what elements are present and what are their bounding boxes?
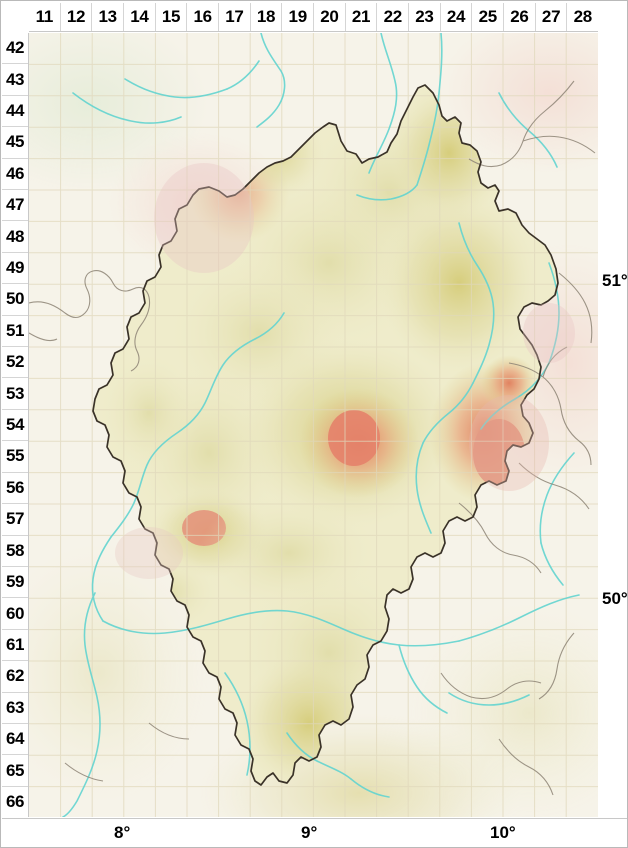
hesse-state-border <box>92 84 559 786</box>
row-header-61[interactable]: 61 <box>2 630 28 662</box>
row-header-strip: 42 43 44 45 46 47 48 49 50 51 52 53 54 55 56 57 58 59 60 61… <box>2 33 29 817</box>
row-header-47[interactable]: 47 <box>2 190 28 222</box>
row-header-50[interactable]: 50 <box>2 284 28 316</box>
row-header-42[interactable]: 42 <box>2 33 28 65</box>
row-header-58[interactable]: 58 <box>2 536 28 567</box>
row-header-51[interactable]: 51 <box>2 316 28 348</box>
row-header-53[interactable]: 53 <box>2 378 28 410</box>
longitude-strip: 8° 9° 10° <box>2 818 627 847</box>
row-header-63[interactable]: 63 <box>2 693 28 724</box>
column-header-18[interactable]: 18 <box>251 3 283 31</box>
column-header-strip: 11 12 13 14 15 16 17 18 19 20 21 22 23 24 25 26 27 28 <box>29 3 598 32</box>
row-header-43[interactable]: 43 <box>2 64 28 96</box>
column-header-14[interactable]: 14 <box>124 3 156 31</box>
district-borders <box>29 80 596 796</box>
column-header-11[interactable]: 11 <box>29 3 61 31</box>
longitude-label-8: 8° <box>114 823 131 842</box>
column-header-16[interactable]: 16 <box>187 3 220 31</box>
column-header-15[interactable]: 15 <box>156 3 188 31</box>
row-header-46[interactable]: 46 <box>2 159 28 191</box>
urban-tints <box>115 163 575 579</box>
longitude-label-9: 9° <box>301 823 318 842</box>
row-header-52[interactable]: 52 <box>2 347 28 379</box>
column-header-19[interactable]: 19 <box>282 3 315 31</box>
column-header-12[interactable]: 12 <box>61 3 93 31</box>
row-header-55[interactable]: 55 <box>2 441 28 473</box>
column-header-24[interactable]: 24 <box>441 3 473 31</box>
row-header-54[interactable]: 54 <box>2 410 28 442</box>
row-header-57[interactable]: 57 <box>2 504 28 536</box>
row-header-56[interactable]: 56 <box>2 473 28 505</box>
column-header-17[interactable]: 17 <box>219 3 251 31</box>
column-header-26[interactable]: 26 <box>504 3 536 31</box>
latitude-label-50: 50° <box>602 589 628 608</box>
row-header-59[interactable]: 59 <box>2 567 28 599</box>
column-header-22[interactable]: 22 <box>377 3 410 31</box>
column-header-13[interactable]: 13 <box>92 3 125 31</box>
column-header-23[interactable]: 23 <box>409 3 441 31</box>
row-header-60[interactable]: 60 <box>2 598 28 630</box>
row-header-65[interactable]: 65 <box>2 755 28 787</box>
longitude-label-10: 10° <box>490 823 516 842</box>
row-header-48[interactable]: 48 <box>2 221 28 253</box>
latitude-label-51: 51° <box>602 271 628 290</box>
column-header-27[interactable]: 27 <box>536 3 568 31</box>
row-header-66[interactable]: 66 <box>6 791 24 811</box>
row-header-64[interactable]: 64 <box>2 724 28 756</box>
column-header-28[interactable]: 28 <box>573 7 593 26</box>
row-header-45[interactable]: 45 <box>2 127 28 159</box>
surrounding-terrain <box>29 33 598 817</box>
row-header-44[interactable]: 44 <box>2 96 28 128</box>
column-header-25[interactable]: 25 <box>472 3 505 31</box>
map-canvas[interactable] <box>29 33 598 817</box>
column-header-21[interactable]: 21 <box>346 3 378 31</box>
map-svg <box>29 33 598 817</box>
row-header-49[interactable]: 49 <box>2 253 28 285</box>
column-header-20[interactable]: 20 <box>314 3 346 31</box>
coordinate-grid <box>29 33 598 817</box>
row-header-62[interactable]: 62 <box>2 661 28 693</box>
